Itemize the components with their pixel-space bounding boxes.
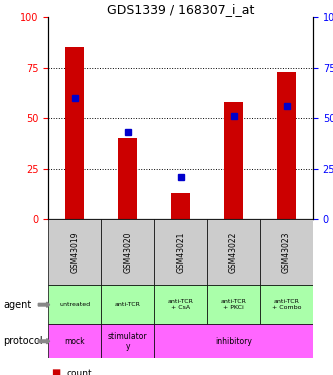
Text: protocol: protocol: [3, 336, 43, 346]
Bar: [101, 285, 154, 324]
Text: stimulator
y: stimulator y: [108, 332, 148, 351]
Bar: [260, 219, 313, 285]
Text: ■: ■: [52, 368, 61, 375]
Bar: [171, 193, 190, 219]
Text: anti-TCR
+ Combo: anti-TCR + Combo: [272, 299, 301, 310]
Bar: [66, 47, 84, 219]
Bar: [277, 72, 296, 219]
Text: mock: mock: [65, 337, 85, 346]
Bar: [154, 219, 207, 285]
Text: GSM43020: GSM43020: [123, 231, 132, 273]
Text: GSM43021: GSM43021: [176, 231, 185, 273]
Bar: [101, 324, 154, 358]
Text: inhibitory: inhibitory: [215, 337, 252, 346]
Bar: [48, 219, 101, 285]
Bar: [207, 285, 260, 324]
Bar: [154, 324, 313, 358]
Title: GDS1339 / 168307_i_at: GDS1339 / 168307_i_at: [107, 3, 254, 16]
Text: count: count: [67, 369, 92, 375]
Text: anti-TCR
+ CsA: anti-TCR + CsA: [168, 299, 193, 310]
Bar: [119, 138, 137, 219]
Text: GSM43019: GSM43019: [70, 231, 79, 273]
Text: agent: agent: [3, 300, 32, 310]
Bar: [207, 219, 260, 285]
Bar: [224, 102, 243, 219]
Text: untreated: untreated: [59, 302, 90, 307]
Text: GSM43023: GSM43023: [282, 231, 291, 273]
Text: GSM43022: GSM43022: [229, 231, 238, 273]
Bar: [101, 219, 154, 285]
Text: anti-TCR
+ PKCi: anti-TCR + PKCi: [221, 299, 246, 310]
Bar: [48, 324, 101, 358]
Bar: [260, 285, 313, 324]
Text: anti-TCR: anti-TCR: [115, 302, 141, 307]
Bar: [154, 285, 207, 324]
Bar: [48, 285, 101, 324]
